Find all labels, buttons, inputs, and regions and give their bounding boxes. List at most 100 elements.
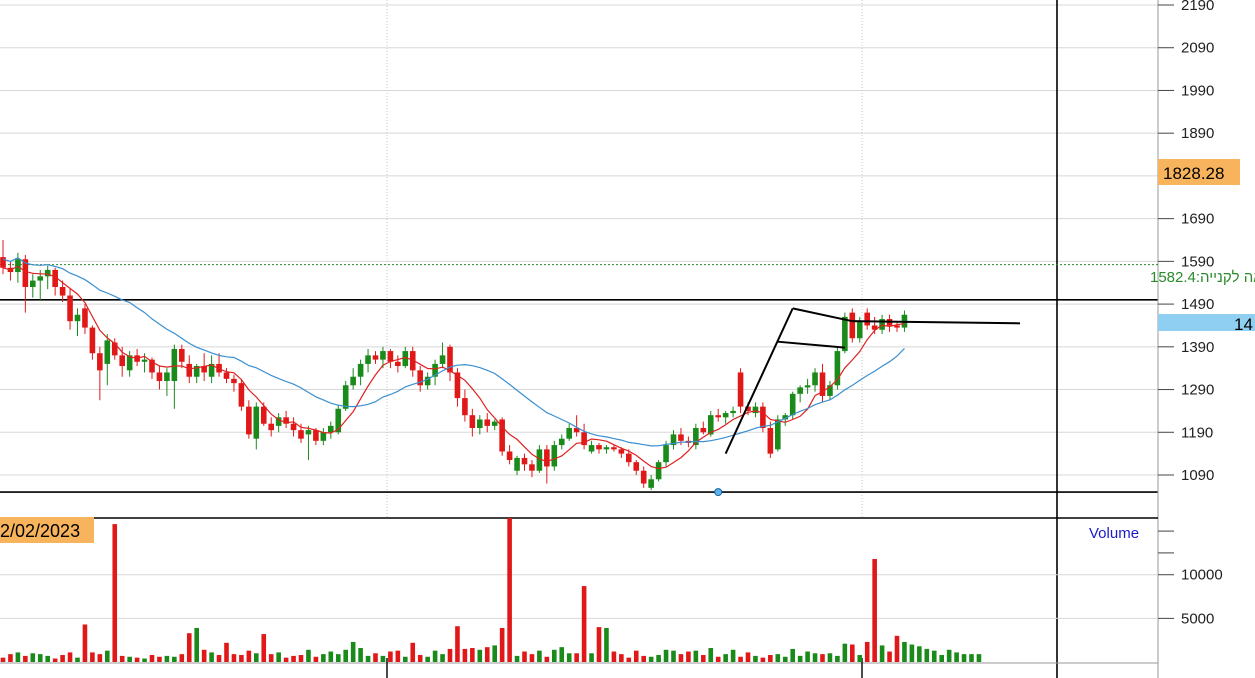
current-price-value: 1828.28 (1163, 164, 1224, 183)
candle-body (596, 445, 602, 450)
candle-body (678, 434, 684, 441)
candle-body (536, 449, 543, 471)
candle-body (164, 372, 170, 381)
candle-body (648, 479, 654, 488)
volume-bar (611, 651, 617, 662)
candle-body (491, 421, 498, 426)
volume-bar (142, 658, 147, 662)
candle-body (521, 457, 528, 465)
volume-bar (67, 652, 73, 662)
volume-bar (127, 656, 132, 662)
candle-body (186, 363, 193, 377)
buy-alert-label: רמת התראה לקנייה:1582.4 (1150, 269, 1255, 286)
candle-body (588, 445, 595, 452)
volume-bar (149, 655, 155, 662)
volume-bar (902, 641, 907, 662)
volume-bar (52, 658, 58, 662)
volume-bar (976, 654, 982, 662)
volume-bar (0, 657, 6, 662)
candle-body (603, 447, 610, 450)
volume-bar (492, 645, 497, 662)
current-price-tag: 1828.28 (1158, 159, 1240, 185)
candle-body (894, 325, 900, 328)
volume-bar (782, 656, 788, 662)
candle-body (611, 447, 617, 450)
volume-bar (112, 524, 118, 662)
candle-body (566, 428, 572, 439)
candle-body (558, 438, 565, 446)
volume-bar (857, 655, 863, 662)
volume-bar (306, 649, 311, 662)
candle-body (52, 269, 58, 287)
candle-body (469, 415, 476, 428)
volume-bar (745, 652, 751, 662)
candle-body (37, 276, 44, 281)
volume-bar (954, 652, 959, 662)
candle-body (715, 415, 721, 418)
volume-bar (529, 654, 535, 662)
volume-bar (656, 655, 661, 662)
candle-body (365, 355, 371, 364)
candle-body (745, 406, 751, 411)
candle-body (97, 353, 103, 371)
volume-axis-tick-label: 5000 (1181, 610, 1214, 627)
volume-bar (775, 654, 781, 662)
candle-body (350, 376, 356, 386)
volume-bar (186, 633, 192, 662)
candle-body (298, 430, 304, 439)
axis-tick-label: 1090 (1181, 467, 1214, 484)
candle-body (30, 280, 36, 287)
volume-bar (388, 651, 393, 662)
volume-bar (537, 650, 542, 662)
chart-overlays (714, 307, 1021, 497)
candle-body (797, 387, 803, 394)
candle-body (484, 419, 491, 426)
candle-body (104, 340, 111, 364)
candle-body (59, 287, 66, 296)
candle-body (752, 406, 759, 414)
candle-body (633, 462, 640, 471)
candle-body (387, 351, 394, 362)
candle-body (439, 355, 446, 364)
candle-body (730, 410, 736, 414)
candle-body (462, 398, 468, 416)
volume-bar (633, 650, 639, 662)
volume-bar (15, 652, 21, 662)
volume-bar (8, 654, 13, 662)
candle-body (879, 319, 885, 330)
candle-body (253, 406, 260, 439)
candle-body (670, 434, 677, 446)
volume-bar (358, 648, 363, 662)
volume-bar (380, 655, 386, 662)
candle-body (357, 363, 364, 377)
candle-body (216, 363, 222, 373)
moving-average-lines (2, 257, 905, 470)
volume-bar (417, 655, 423, 662)
volume-bar (686, 651, 691, 662)
price-axis: 1090 1190 1290 1390 1490 1590 1690 1890 1990 2090… (1158, 0, 1223, 627)
volume-bar (723, 654, 728, 662)
volume-bar (544, 656, 550, 662)
volume-bar (835, 655, 840, 662)
candle-body (238, 383, 245, 407)
volume-bar (328, 651, 334, 662)
candle-body (395, 361, 401, 367)
candle-body (179, 348, 185, 362)
volume-bar (738, 656, 743, 662)
candle-body (693, 428, 699, 446)
volume-bar (894, 635, 900, 662)
candle-body (722, 413, 729, 418)
chart-grid (0, 0, 1159, 678)
volume-bar (45, 655, 50, 662)
volume-bar (917, 646, 922, 662)
volume-bar (37, 654, 43, 662)
candle-body (871, 325, 878, 330)
volume-bar (350, 641, 356, 662)
volume-bar (90, 652, 95, 662)
volume-bar (440, 654, 445, 662)
candle-body (640, 470, 647, 484)
axis-tick-label: 2090 (1181, 40, 1214, 57)
candle-body (767, 428, 774, 454)
volume-bar (760, 657, 766, 662)
selected-date-tag: 2/02/2023 (0, 517, 94, 543)
